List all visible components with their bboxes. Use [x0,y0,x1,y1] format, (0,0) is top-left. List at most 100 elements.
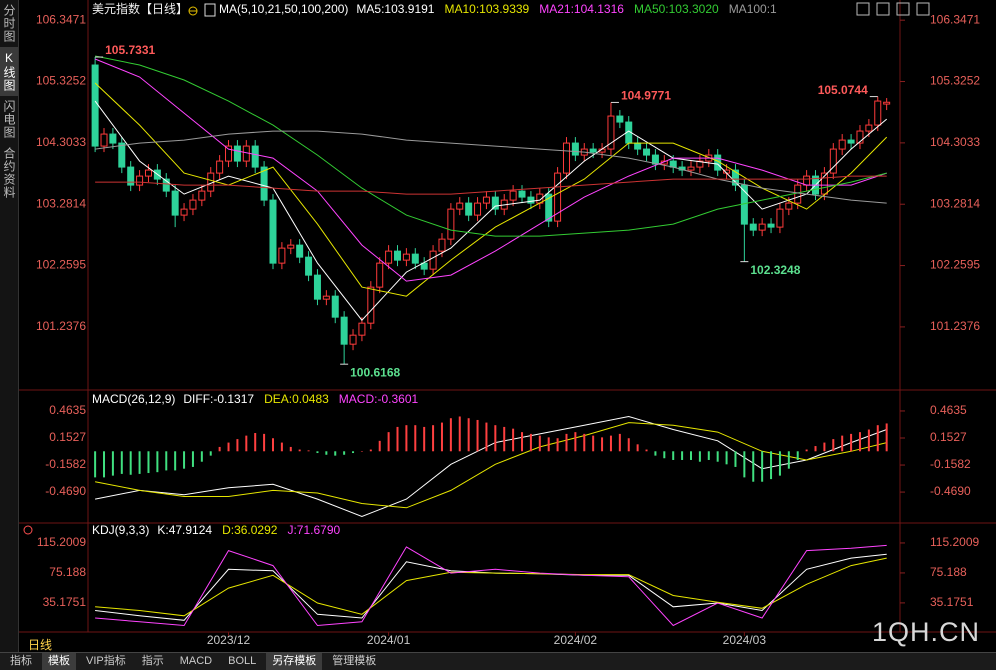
candle-body [331,295,339,318]
high-label: 105.7331 [105,43,155,57]
macd-bar [743,451,746,478]
bottom-tab[interactable]: 指标 [10,655,32,667]
candle-body [216,160,224,174]
macd-bar [778,451,781,476]
candle-body [474,202,482,216]
macd-bar [334,451,337,456]
candle-body [420,262,428,270]
candle-body [562,142,570,174]
candle-body [589,148,597,153]
candle-body [109,133,117,144]
legend-entry: D:36.0292 [222,523,278,537]
low-label: 102.3248 [750,263,800,277]
bottom-tab[interactable]: MACD [179,655,213,667]
macd-bar [432,425,435,452]
candle-body [482,196,490,204]
window-button[interactable] [856,2,870,16]
candle-body [883,101,891,105]
side-tab[interactable]: 合约资料 [2,147,16,199]
x-tick-label: 2023/12 [207,633,251,647]
kdj-icon[interactable] [23,525,33,535]
bottom-tab[interactable]: 管理模板 [332,655,377,667]
bottom-tab[interactable]: BOLL [228,655,257,667]
ma-line [95,175,887,195]
candle-body [100,133,108,147]
candle-body [554,172,562,222]
candle-body [305,256,313,276]
macd-bar [405,425,408,452]
macd-bar [254,433,257,452]
macd-bar [316,451,319,454]
period-selector[interactable]: 日线 [28,638,53,652]
macd-bar [387,432,390,452]
side-tab[interactable]: 闪电图 [2,100,16,139]
side-tab[interactable]: K线图 [0,47,18,96]
macd-bar [343,451,346,455]
side-tab[interactable]: 分时图 [2,4,16,43]
y-tick-label: 106.3471 [930,12,980,26]
legend-title: KDJ(9,3,3) [92,523,149,537]
macd-bar [165,451,168,471]
candle-body [749,223,757,231]
legend-entry: MACD:-0.3601 [339,392,419,406]
macd-bar [440,422,443,452]
ma-line [95,553,887,621]
bottom-tab[interactable]: 模板 [42,653,76,670]
macd-bar [867,429,870,452]
watermark: 1QH.CN [872,617,981,647]
legend-entry: MA5:103.9191 [356,2,434,16]
window-button[interactable] [916,2,930,16]
macd-bar [805,449,808,452]
candle-body [171,190,179,216]
macd-bar [512,428,515,452]
window-button[interactable] [896,2,910,16]
y-tick-label: 115.2009 [37,535,86,549]
candle-body [518,190,526,198]
window-button[interactable] [876,2,890,16]
candle-body [643,148,651,156]
candle-body [456,202,464,210]
macd-bar [236,439,239,452]
bottom-tab[interactable]: VIP指标 [86,655,126,667]
macd-bar [307,450,310,452]
candle-body [358,322,366,336]
candle-body [296,244,304,258]
macd-bar [458,416,461,452]
candle-body [136,175,144,186]
y-tick-label: -0.1582 [930,457,971,471]
bottom-tab[interactable]: 另存模板 [266,653,323,670]
candle-body [260,166,268,201]
ma-line [94,100,888,321]
macd-bar [156,451,159,473]
macd-bar [449,418,452,452]
ma-line [95,557,887,617]
macd-bar [841,435,844,452]
macd-bar [654,451,657,456]
macd-bar [814,446,817,452]
bottom-tab[interactable]: 指示 [141,655,164,667]
y-tick-label: 0.4635 [930,403,967,417]
side-tabs: 分时图 K线图 闪电图 合约资料 [0,0,19,652]
candle-body [367,286,375,324]
macd-bar [707,451,710,460]
macd-bar [423,426,426,452]
macd-bar [280,442,283,452]
y-tick-label: 75.188 [930,565,967,579]
macd-bar [245,435,248,452]
macd-bar [850,433,853,452]
macd-bar [663,451,666,459]
macd-bar [111,451,114,476]
y-tick-label: 35.1751 [930,595,974,609]
candle-body [847,139,855,144]
ma-icon[interactable] [204,3,216,17]
macd-bar [129,451,132,475]
macd-bar [200,451,203,462]
legend-entry: MA100:1 [729,2,777,16]
low-label: 100.6168 [350,365,400,379]
candle-body [767,223,775,228]
macd-bar [885,423,888,452]
candle-body [118,142,126,168]
candle-body [545,193,553,222]
macd-bar [183,451,186,469]
ma-line [95,544,887,627]
